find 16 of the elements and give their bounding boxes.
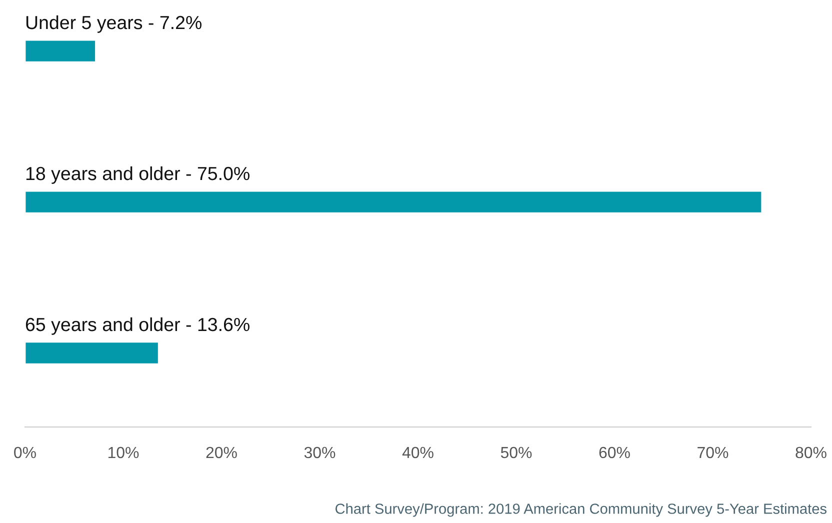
x-tick-label: 0% [14, 446, 36, 458]
bar [25, 190, 763, 214]
bar [25, 39, 96, 63]
x-tick-label: 60% [599, 446, 630, 458]
x-tick-label: 80% [796, 446, 826, 458]
bar [25, 341, 160, 365]
y-tick-label: Under 5 years - 7.2% [26, 15, 202, 33]
x-tick-label: 20% [206, 446, 237, 458]
y-tick-label: 65 years and older - 13.6% [26, 317, 250, 335]
y-tick-label: 18 years and older - 75.0% [26, 166, 250, 184]
x-tick-label: 30% [304, 446, 336, 458]
x-tick-label: 40% [402, 446, 434, 458]
x-tick-label: 10% [108, 446, 139, 458]
text: Chart Survey/Program: 2019 American Community Survey 5-Year Estimates [336, 503, 826, 517]
x-tick-label: 70% [698, 446, 728, 458]
x-tick-label: 50% [500, 446, 532, 458]
